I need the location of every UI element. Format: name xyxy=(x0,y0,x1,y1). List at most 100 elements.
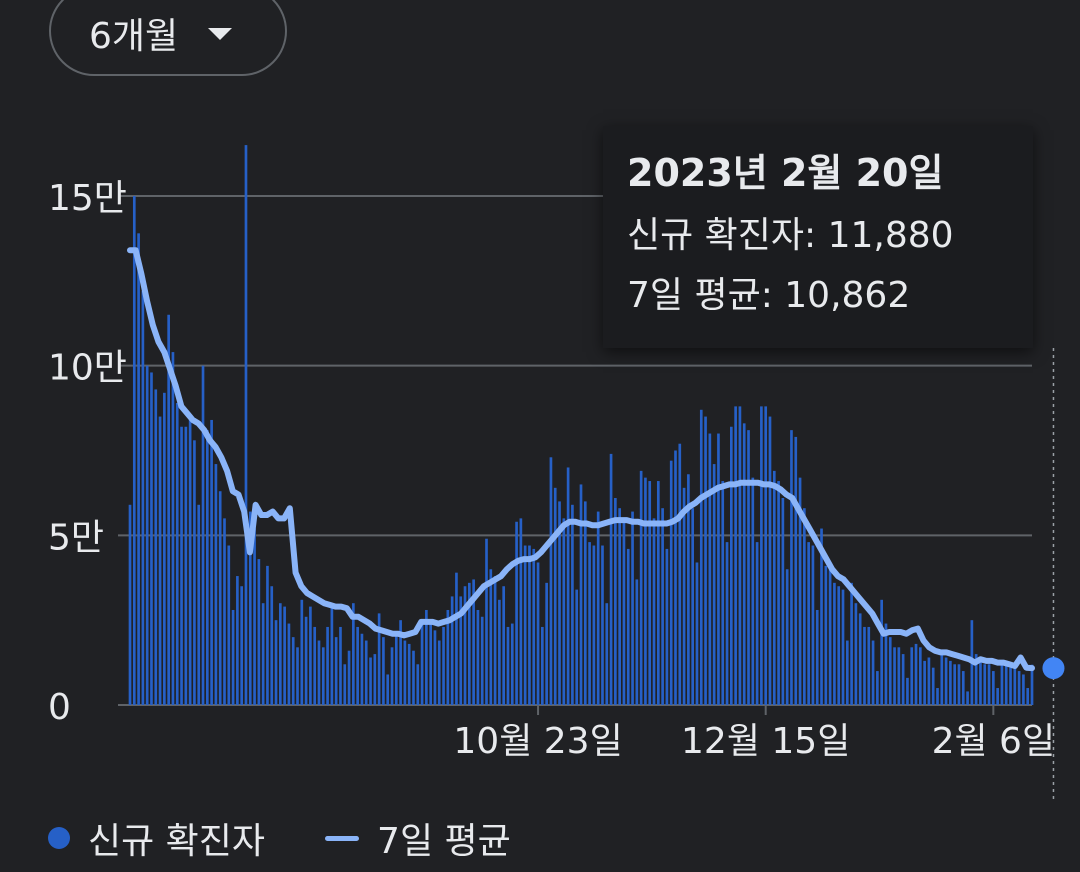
case-bar[interactable] xyxy=(201,365,205,705)
case-bar[interactable] xyxy=(472,579,475,705)
case-bar[interactable] xyxy=(356,626,359,705)
case-bar[interactable] xyxy=(682,487,686,705)
case-bar[interactable] xyxy=(850,582,853,705)
case-bar[interactable] xyxy=(699,409,703,705)
case-bar[interactable] xyxy=(1009,667,1012,705)
case-bar[interactable] xyxy=(467,582,471,705)
case-bar[interactable] xyxy=(712,464,716,705)
case-bar[interactable] xyxy=(163,392,166,705)
case-bar[interactable] xyxy=(549,457,553,705)
case-bar[interactable] xyxy=(231,609,235,705)
case-bar[interactable] xyxy=(966,691,969,705)
case-bar[interactable] xyxy=(931,667,935,705)
case-bar[interactable] xyxy=(760,406,763,705)
legend-item-avg[interactable]: 7일 평균 xyxy=(325,812,511,864)
case-bar[interactable] xyxy=(304,616,308,705)
case-bar[interactable] xyxy=(669,460,673,705)
case-bar[interactable] xyxy=(261,603,265,705)
case-bar[interactable] xyxy=(223,518,226,705)
case-bar[interactable] xyxy=(485,538,488,705)
range-selector[interactable]: 6개월 xyxy=(49,0,287,76)
case-bar[interactable] xyxy=(1004,664,1008,705)
case-bar[interactable] xyxy=(274,620,278,705)
case-bar[interactable] xyxy=(798,477,802,705)
case-bar[interactable] xyxy=(313,626,317,705)
case-bar[interactable] xyxy=(523,545,527,705)
case-bar[interactable] xyxy=(128,504,132,705)
case-bar[interactable] xyxy=(489,569,493,705)
case-bar[interactable] xyxy=(631,511,634,705)
case-bar[interactable] xyxy=(626,548,630,705)
case-bar[interactable] xyxy=(755,542,759,705)
case-bar[interactable] xyxy=(210,419,213,705)
case-bar[interactable] xyxy=(188,419,192,705)
case-bar[interactable] xyxy=(193,440,196,705)
case-bar[interactable] xyxy=(291,637,295,705)
case-bar[interactable] xyxy=(837,586,841,705)
case-bar[interactable] xyxy=(772,470,776,705)
case-bar[interactable] xyxy=(463,586,467,705)
case-bar[interactable] xyxy=(407,643,411,705)
case-bar[interactable] xyxy=(961,671,965,705)
case-bar[interactable] xyxy=(575,589,579,705)
case-bar[interactable] xyxy=(940,650,944,705)
case-bar[interactable] xyxy=(914,643,918,705)
case-bar[interactable] xyxy=(317,640,321,705)
case-bar[interactable] xyxy=(137,233,140,705)
case-bar[interactable] xyxy=(695,562,699,705)
case-bar[interactable] xyxy=(927,657,931,705)
case-bar[interactable] xyxy=(493,576,497,705)
case-bar[interactable] xyxy=(330,606,334,705)
case-bar[interactable] xyxy=(545,582,548,705)
case-bar[interactable] xyxy=(145,365,149,705)
case-bar[interactable] xyxy=(420,620,424,705)
case-bar[interactable] xyxy=(828,569,832,705)
case-bar[interactable] xyxy=(476,609,480,705)
case-bar[interactable] xyxy=(541,626,544,705)
case-bar[interactable] xyxy=(884,623,888,705)
case-bar[interactable] xyxy=(459,596,463,705)
case-bar[interactable] xyxy=(296,647,299,705)
case-bar[interactable] xyxy=(321,647,325,705)
case-bar[interactable] xyxy=(266,565,269,705)
case-bar[interactable] xyxy=(184,426,188,705)
case-bar[interactable] xyxy=(154,389,158,705)
case-bar[interactable] xyxy=(923,660,926,705)
case-bar[interactable] xyxy=(132,196,136,705)
case-bar[interactable] xyxy=(854,603,858,705)
case-bar[interactable] xyxy=(918,647,922,705)
case-bar[interactable] xyxy=(442,626,445,705)
case-bar[interactable] xyxy=(906,677,909,705)
case-bar[interactable] xyxy=(983,664,987,705)
case-bar[interactable] xyxy=(609,453,613,705)
case-bar[interactable] xyxy=(433,630,437,705)
case-bar[interactable] xyxy=(553,487,557,705)
case-bar[interactable] xyxy=(751,477,755,705)
case-bar[interactable] xyxy=(343,664,347,705)
legend-item-new-cases[interactable]: 신규 확진자 xyxy=(48,812,265,864)
case-bar[interactable] xyxy=(214,464,218,705)
case-bar[interactable] xyxy=(893,647,896,705)
case-bar[interactable] xyxy=(622,521,626,705)
case-bar[interactable] xyxy=(949,660,952,705)
case-bar[interactable] xyxy=(687,474,690,705)
case-bar[interactable] xyxy=(794,436,798,705)
case-bar[interactable] xyxy=(871,640,875,705)
case-bar[interactable] xyxy=(618,508,621,705)
case-bar[interactable] xyxy=(992,671,995,705)
case-bar[interactable] xyxy=(725,542,729,705)
case-bar[interactable] xyxy=(811,545,815,705)
case-bar[interactable] xyxy=(605,603,609,705)
case-bar[interactable] xyxy=(957,664,961,705)
case-bar[interactable] xyxy=(768,416,772,705)
case-bar[interactable] xyxy=(678,443,682,705)
case-bar[interactable] xyxy=(1026,688,1030,705)
case-bar[interactable] xyxy=(180,426,183,705)
case-bar[interactable] xyxy=(257,559,261,705)
case-bar[interactable] xyxy=(399,620,402,705)
case-bar[interactable] xyxy=(283,606,286,705)
case-bar[interactable] xyxy=(747,430,750,705)
case-bar[interactable] xyxy=(596,511,600,705)
case-bar[interactable] xyxy=(738,406,742,705)
